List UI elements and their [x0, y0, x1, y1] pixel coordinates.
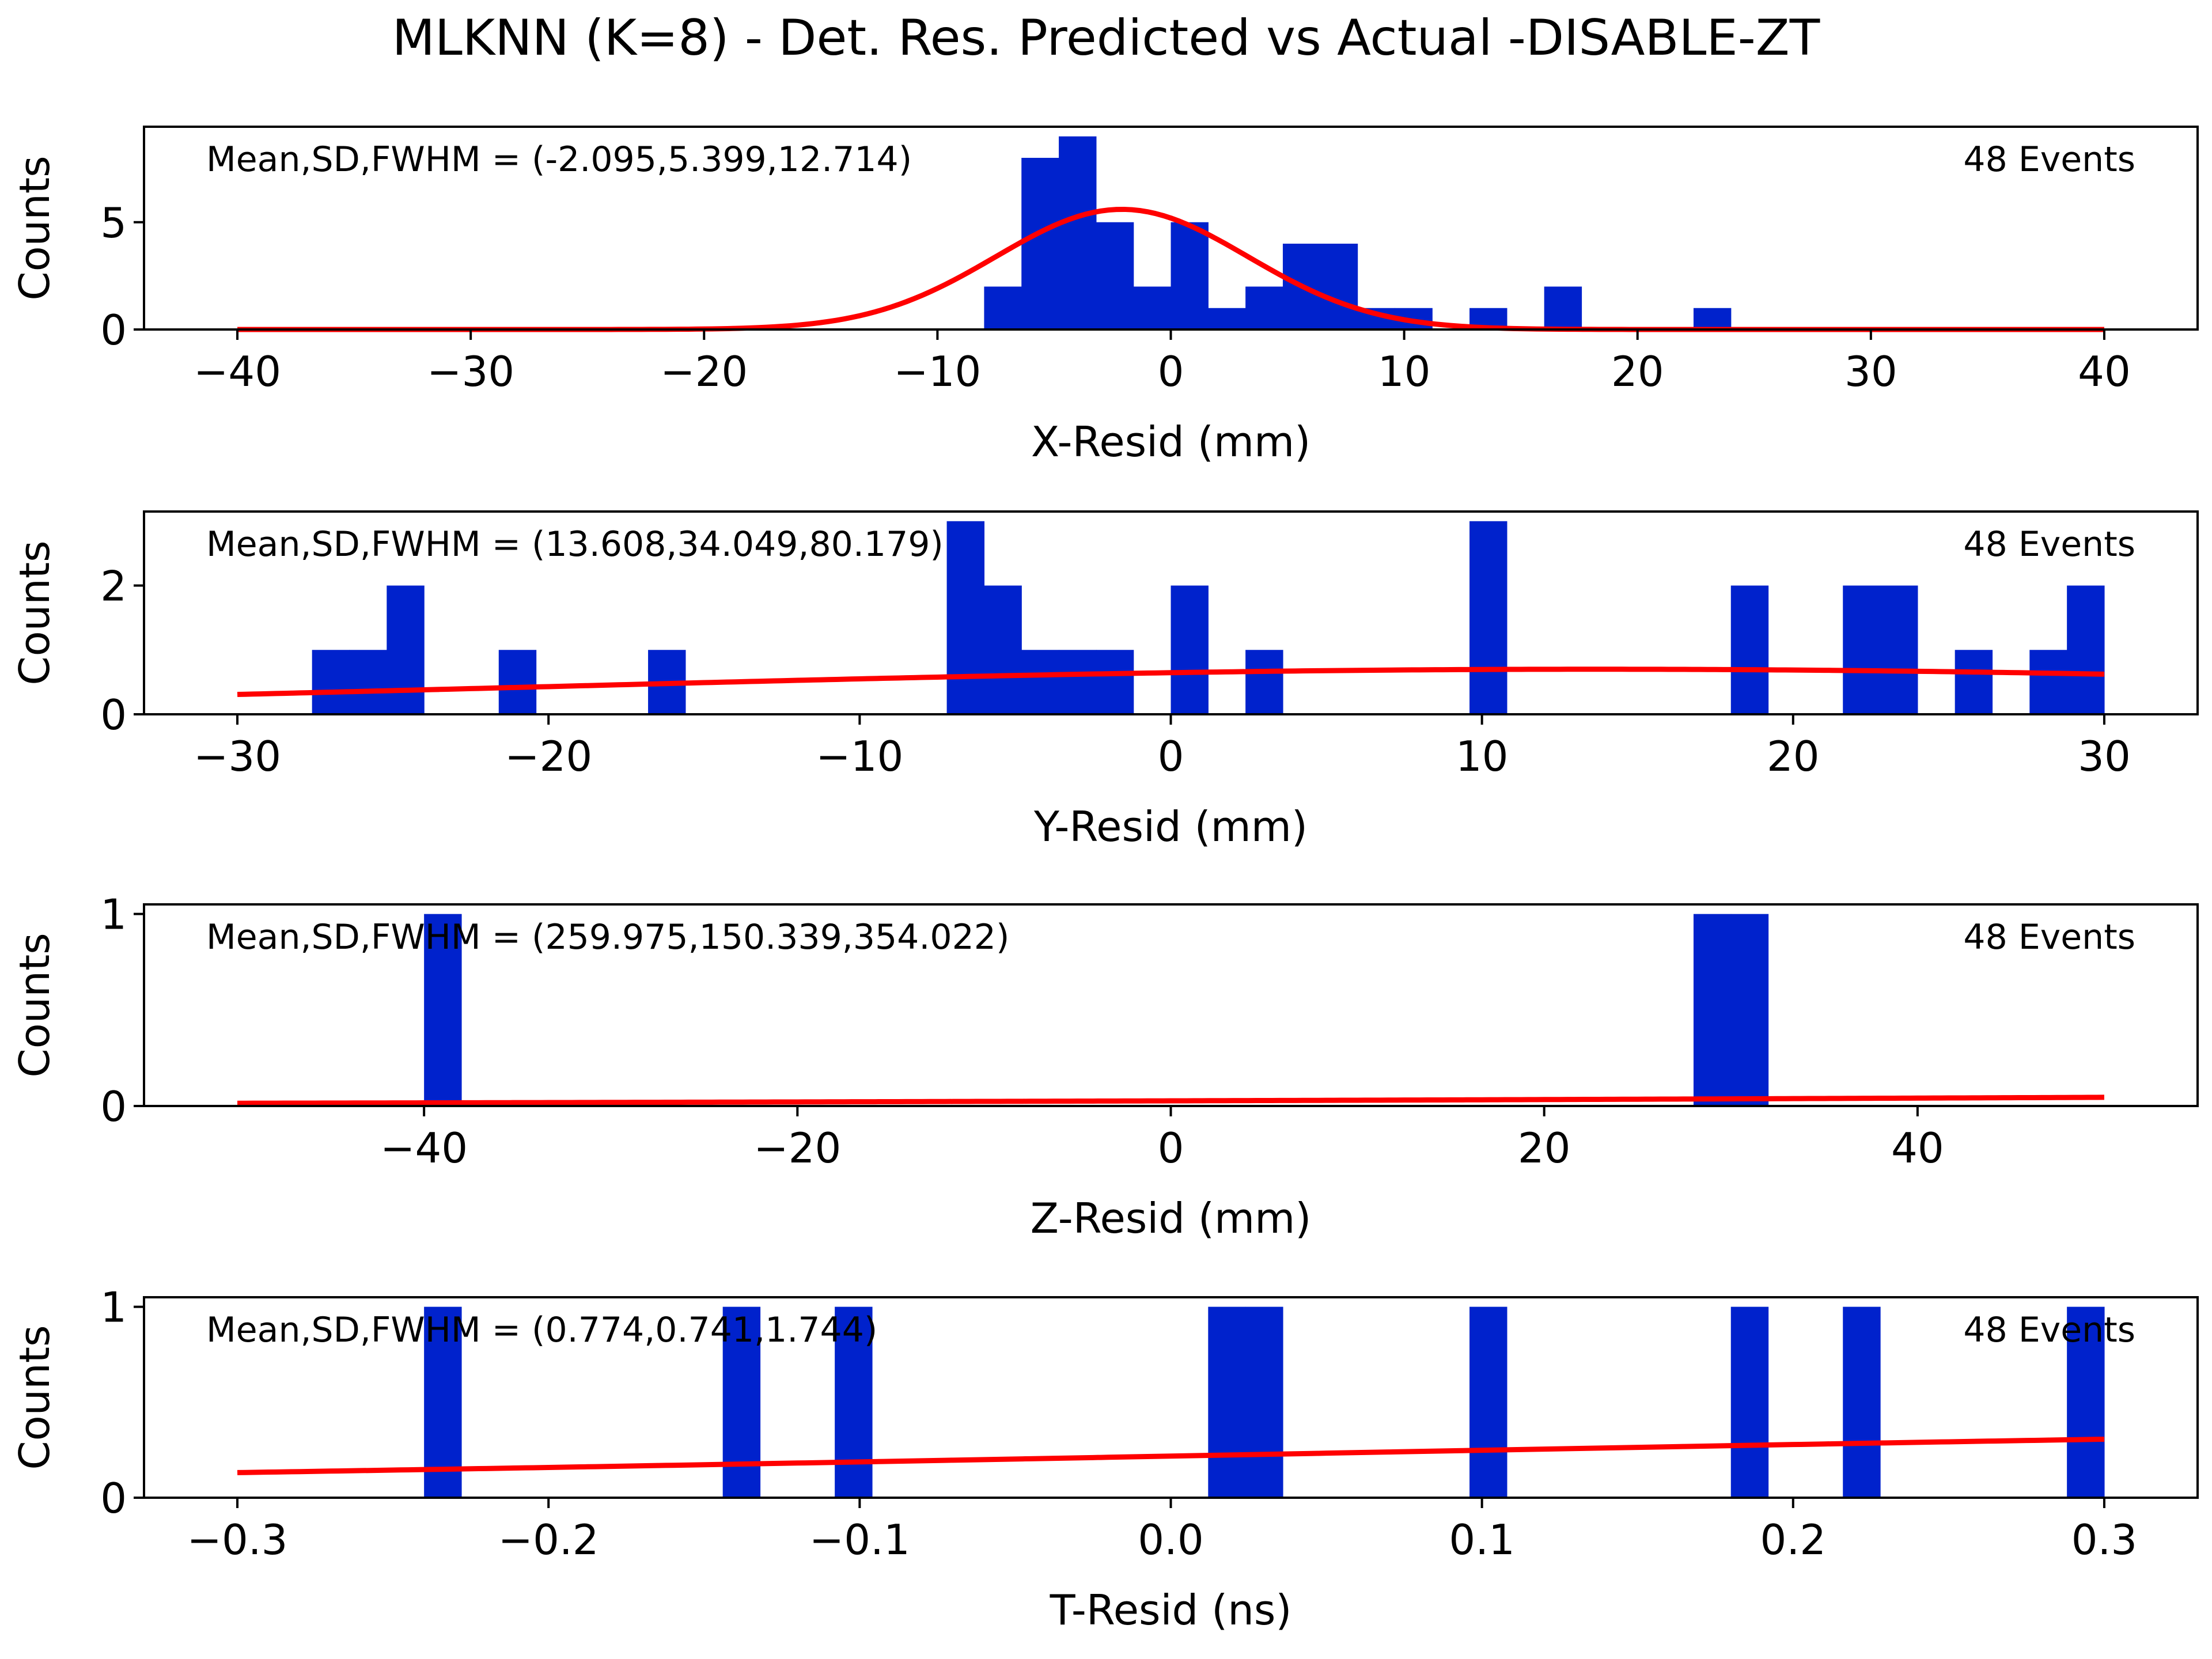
histogram-bar — [947, 521, 984, 714]
histogram-bar — [312, 650, 350, 714]
x-tick-label: 20 — [1767, 732, 1820, 781]
x-tick-label: 10 — [1378, 347, 1431, 396]
histogram-bar — [1694, 308, 1731, 329]
x-tick-label: −40 — [380, 1124, 468, 1172]
x-axis-label: Z-Resid (mm) — [1031, 1194, 1312, 1243]
histogram-bar — [1021, 158, 1059, 329]
x-tick-label: −40 — [194, 347, 281, 396]
x-tick-label: −30 — [427, 347, 514, 396]
events-annotation: 48 Events — [1963, 524, 2135, 565]
x-tick-label: −0.1 — [809, 1516, 910, 1564]
histogram-bar — [1245, 1307, 1283, 1498]
y-tick-label: 0 — [100, 1474, 127, 1522]
events-annotation: 48 Events — [1963, 917, 2135, 957]
x-tick-label: −30 — [194, 732, 281, 781]
events-annotation: 48 Events — [1963, 1310, 2135, 1350]
gaussian-fit-line — [237, 1439, 2104, 1472]
y-tick-label: 1 — [100, 1283, 127, 1332]
stats-annotation: Mean,SD,FWHM = (13.608,34.049,80.179) — [206, 524, 944, 565]
histogram-bar — [1208, 308, 1245, 329]
events-annotation: 48 Events — [1963, 139, 2135, 180]
x-axis-label: Y-Resid (mm) — [1033, 802, 1308, 851]
y-tick-label: 1 — [100, 891, 127, 939]
x-tick-label: −20 — [505, 732, 592, 781]
y-axis-label: Counts — [10, 933, 59, 1077]
histogram-bar — [1208, 1307, 1245, 1498]
histogram-bar — [1059, 650, 1096, 714]
y-axis-label: Counts — [10, 540, 59, 685]
y-tick-label: 0 — [100, 1082, 127, 1131]
histogram-bar — [1731, 586, 1768, 714]
histogram-bar — [1320, 244, 1358, 329]
subplot-z: −40 −20 0 20 40 0 1 Z-Resid (mm) Counts Mean,SD,F… — [10, 891, 2198, 1243]
histogram-bar — [1059, 137, 1096, 329]
histogram-bar — [1955, 650, 1993, 714]
x-tick-label: −20 — [660, 347, 748, 396]
histogram-bar — [1245, 650, 1283, 714]
x-tick-label: 0.0 — [1138, 1516, 1204, 1564]
histogram-bar — [1096, 650, 1134, 714]
x-tick-label: −20 — [753, 1124, 841, 1172]
x-tick-label: −0.3 — [187, 1516, 288, 1564]
y-axis-label: Counts — [10, 1325, 59, 1469]
x-axis-label: X-Resid (mm) — [1031, 418, 1310, 466]
histogram-bar — [1694, 914, 1731, 1106]
y-tick-label: 5 — [100, 199, 127, 247]
x-tick-label: 0 — [1158, 347, 1184, 396]
histogram-bar — [1843, 1307, 1880, 1498]
histogram-bar — [350, 650, 387, 714]
x-axis-label: T-Resid (ns) — [1050, 1586, 1292, 1634]
x-tick-label: 0 — [1158, 732, 1184, 781]
gaussian-fit-line — [237, 1097, 2104, 1103]
x-tick-label: 10 — [1456, 732, 1509, 781]
histogram-bar — [1134, 287, 1171, 330]
x-tick-label: 0.2 — [1760, 1516, 1827, 1564]
stats-annotation: Mean,SD,FWHM = (-2.095,5.399,12.714) — [206, 139, 912, 180]
x-tick-label: 0.1 — [1449, 1516, 1515, 1564]
x-tick-label: 30 — [2078, 732, 2131, 781]
subplot-y: −30 −20 −10 0 10 20 30 0 2 Y-Resid (mm) Counts Mean… — [10, 512, 2198, 851]
stats-annotation: Mean,SD,FWHM = (259.975,150.339,354.022) — [206, 917, 1009, 957]
y-tick-label: 2 — [100, 562, 127, 611]
histogram-bar — [2067, 586, 2104, 714]
histogram-bar — [984, 287, 1021, 330]
subplot-t: −0.3 −0.2 −0.1 0.0 0.1 0.2 0.3 0 1 T-Resid (ns) Co… — [10, 1283, 2198, 1634]
y-tick-label: 0 — [100, 691, 127, 739]
subplot-x: −40 −30 −20 −10 0 10 20 30 40 0 5 X-Resid (mm) Count… — [10, 127, 2198, 466]
figure-title: MLKNN (K=8) - Det. Res. Predicted vs Act… — [392, 9, 1820, 67]
histogram-bar — [1171, 586, 1209, 714]
y-tick-label: 0 — [100, 306, 127, 354]
histogram-bar — [1096, 222, 1134, 329]
histogram-bar — [1544, 287, 1582, 330]
stats-annotation: Mean,SD,FWHM = (0.774,0.741,1.744) — [206, 1310, 877, 1350]
histogram-bar — [1843, 586, 1880, 714]
histogram-bar — [984, 586, 1021, 714]
histogram-bar — [1731, 1307, 1768, 1498]
histogram-bar — [1021, 650, 1059, 714]
y-axis-label: Counts — [10, 156, 59, 300]
x-tick-label: 0 — [1158, 1124, 1184, 1172]
histogram-bar — [1469, 521, 1507, 714]
x-tick-label: −0.2 — [498, 1516, 599, 1564]
histogram-bar — [499, 650, 536, 714]
histogram-bar — [387, 586, 424, 714]
x-tick-label: 40 — [2078, 347, 2131, 396]
histogram-bar — [1731, 914, 1768, 1106]
x-tick-label: 30 — [1844, 347, 1897, 396]
histogram-bar — [2029, 650, 2067, 714]
x-tick-label: −10 — [816, 732, 903, 781]
histogram-bar — [1469, 1307, 1507, 1498]
x-tick-label: 20 — [1518, 1124, 1571, 1172]
x-tick-label: 0.3 — [2071, 1516, 2138, 1564]
histogram-bar — [1171, 222, 1209, 329]
x-tick-label: −10 — [893, 347, 981, 396]
x-tick-label: 40 — [1891, 1124, 1944, 1172]
histogram-bar — [1880, 586, 1918, 714]
histogram-bar — [1245, 287, 1283, 330]
x-tick-label: 20 — [1611, 347, 1664, 396]
